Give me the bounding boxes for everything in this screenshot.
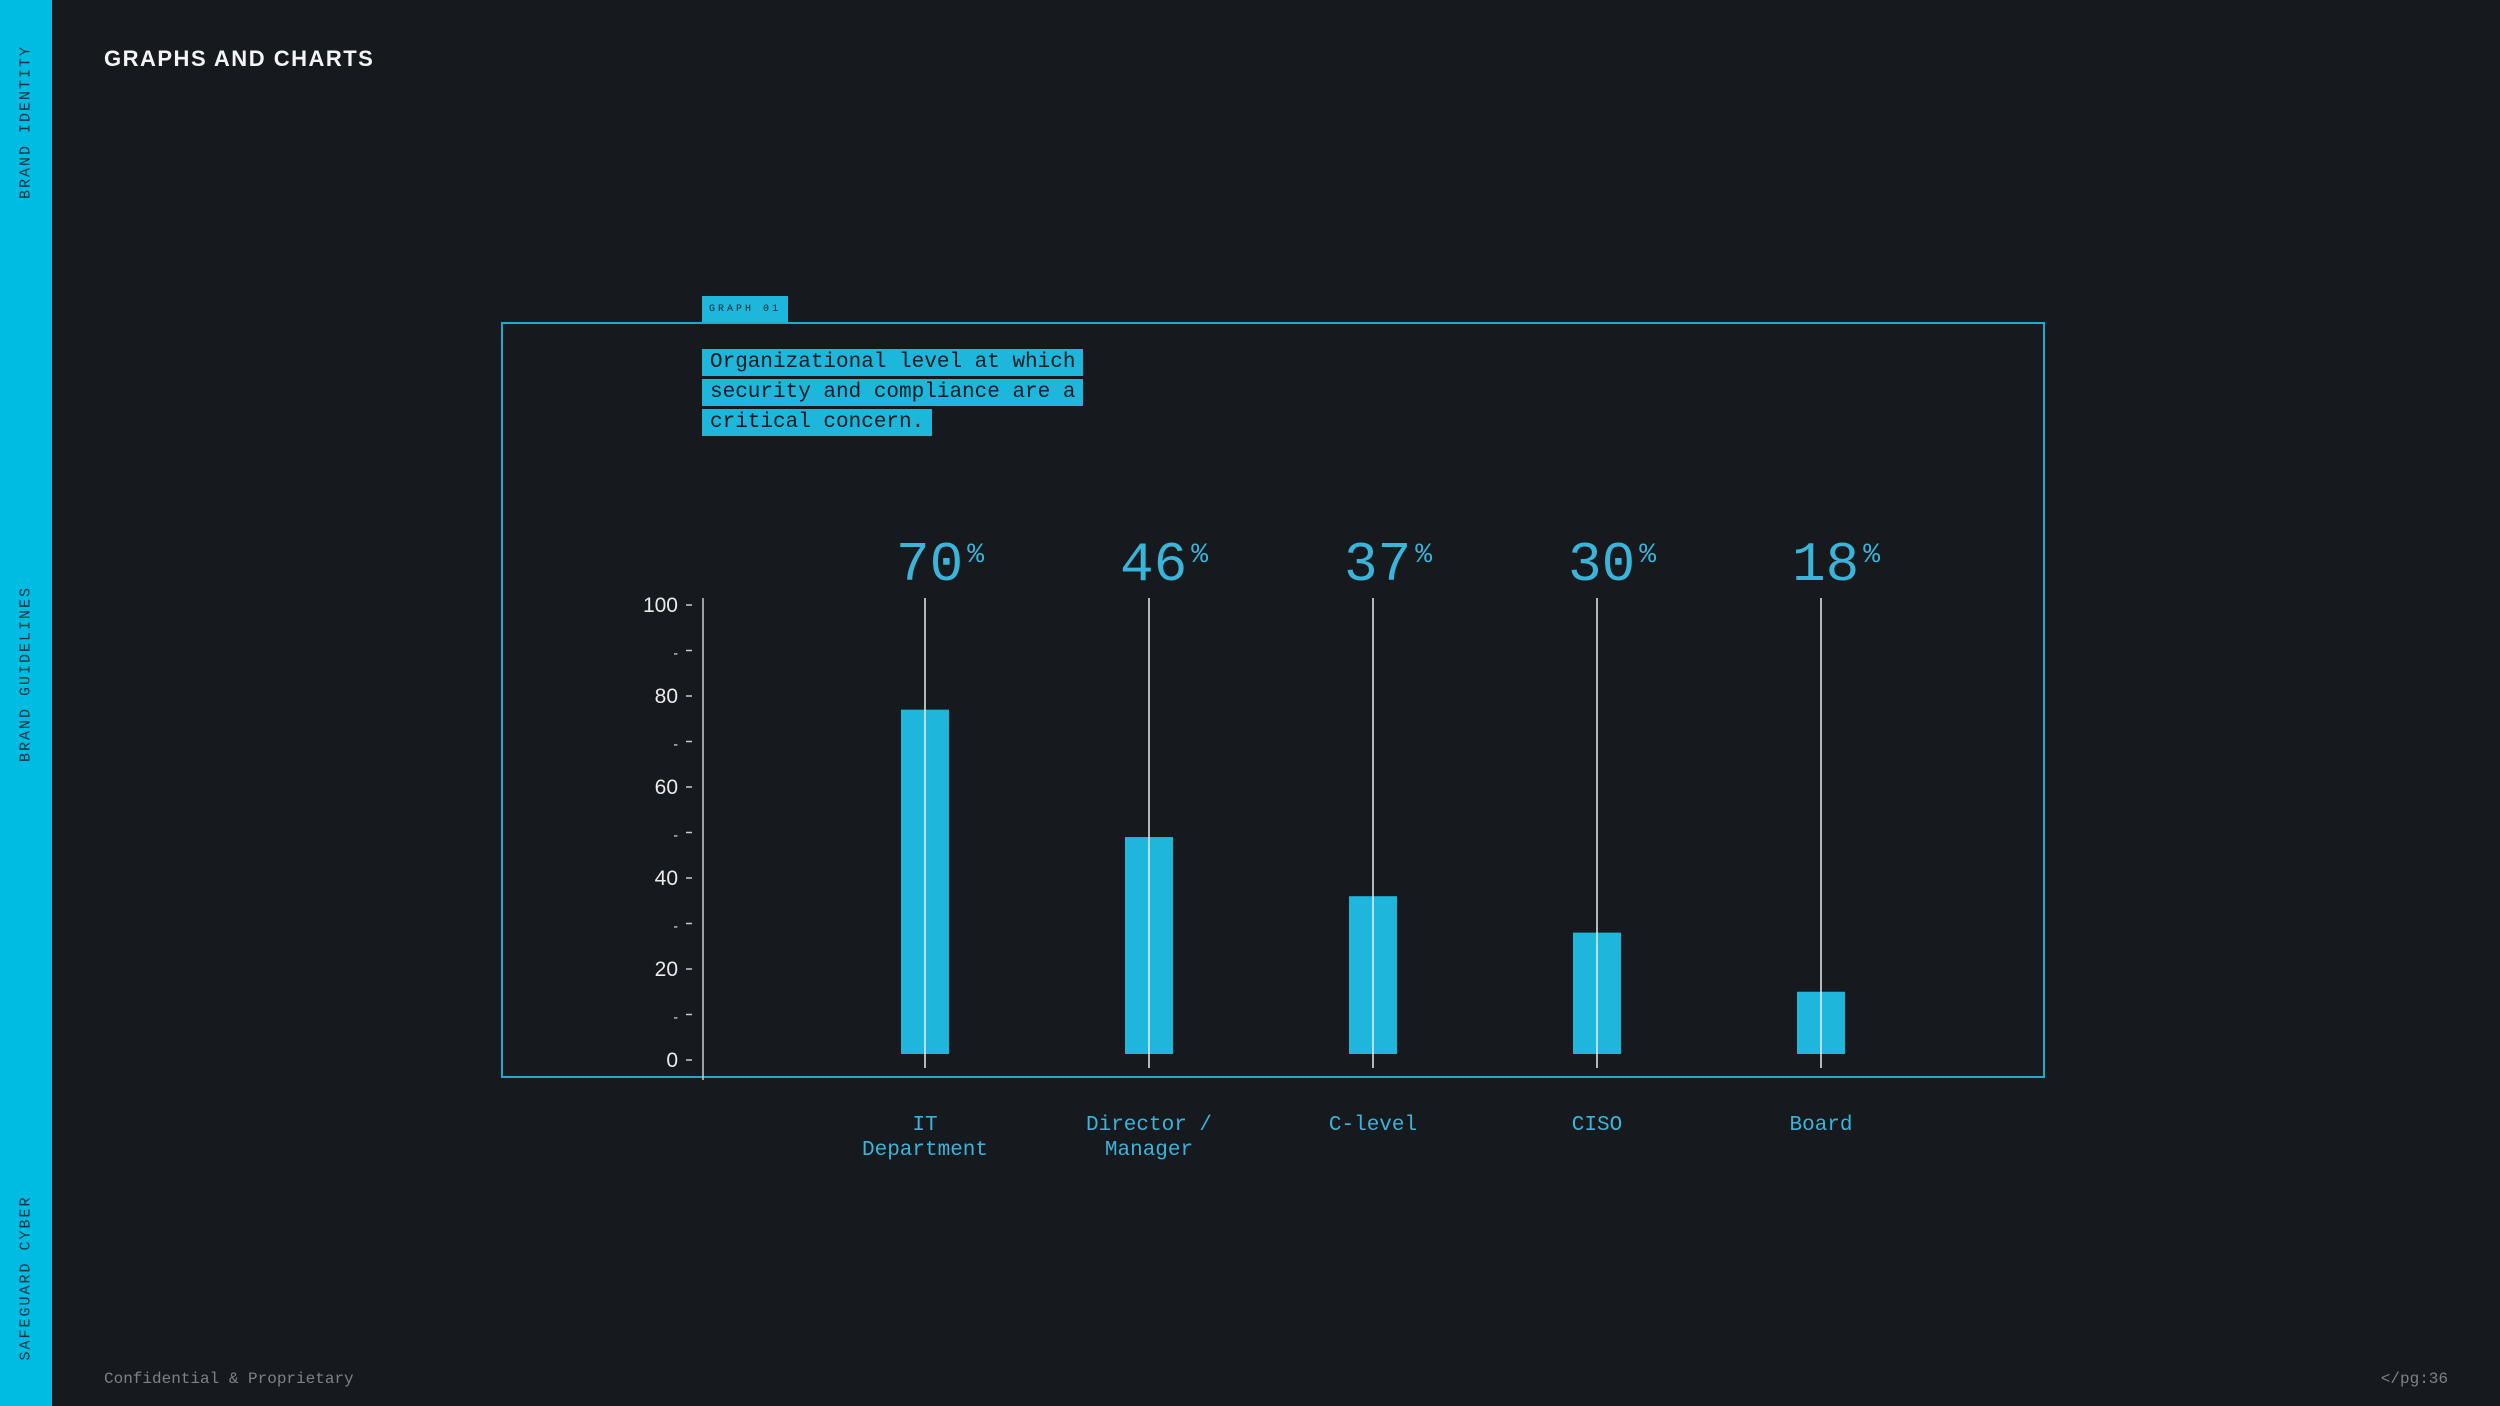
bar-value-label: 18% <box>1792 533 1880 597</box>
y-tick-label: 80 <box>655 685 678 708</box>
y-tick-label: 20 <box>655 958 678 981</box>
sidebar: BRAND IDENTITY BRAND GUIDELINES SAFEGUAR… <box>0 0 52 1406</box>
y-tick-label: 60 <box>655 776 678 799</box>
y-tick-label: 0 <box>666 1049 678 1072</box>
y-tick-label: 100 <box>643 594 678 617</box>
category-label: CISO <box>1572 1114 1622 1137</box>
footer-confidential: Confidential & Proprietary <box>104 1370 354 1388</box>
y-tick-label: - <box>673 736 678 752</box>
category-label: Board <box>1789 1114 1852 1137</box>
page-title: GRAPHS AND CHARTS <box>104 46 375 71</box>
category-label: Department <box>862 1139 988 1162</box>
y-tick-label: - <box>673 645 678 661</box>
category-label: Manager <box>1105 1139 1193 1162</box>
y-tick-label: - <box>673 1009 678 1025</box>
y-tick-label: - <box>673 918 678 934</box>
y-tick-label: - <box>673 827 678 843</box>
category-label: Director / <box>1086 1114 1212 1137</box>
category-label: C-level <box>1329 1114 1417 1137</box>
graph-tag: GRAPH 01 <box>702 296 788 322</box>
bar-value-label: 30% <box>1568 533 1656 597</box>
footer-page-number: </pg:36 <box>2380 1370 2448 1388</box>
bar-value-label: 37% <box>1344 533 1432 597</box>
graph-caption: Organizational level at which security a… <box>702 348 1102 438</box>
chart-frame <box>501 322 2045 1078</box>
category-label: IT <box>912 1114 937 1137</box>
bar-value-label: 70% <box>896 533 984 597</box>
y-tick-label: 40 <box>655 867 678 890</box>
bar-value-label: 46% <box>1120 533 1208 597</box>
